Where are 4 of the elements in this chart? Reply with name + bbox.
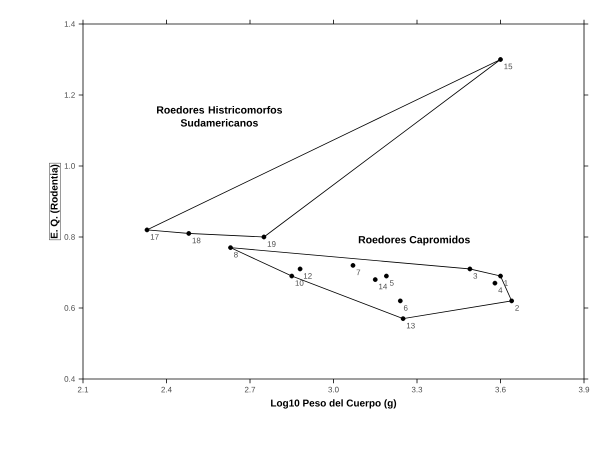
- annotation: Roedores Histricomorfos Sudamericanos: [157, 106, 282, 127]
- y-axis-title: E. Q. (Rodentia): [50, 164, 60, 238]
- x-axis-title: Log10 Peso del Cuerpo (g): [271, 399, 396, 409]
- annotation: Roedores Capromidos: [358, 236, 470, 246]
